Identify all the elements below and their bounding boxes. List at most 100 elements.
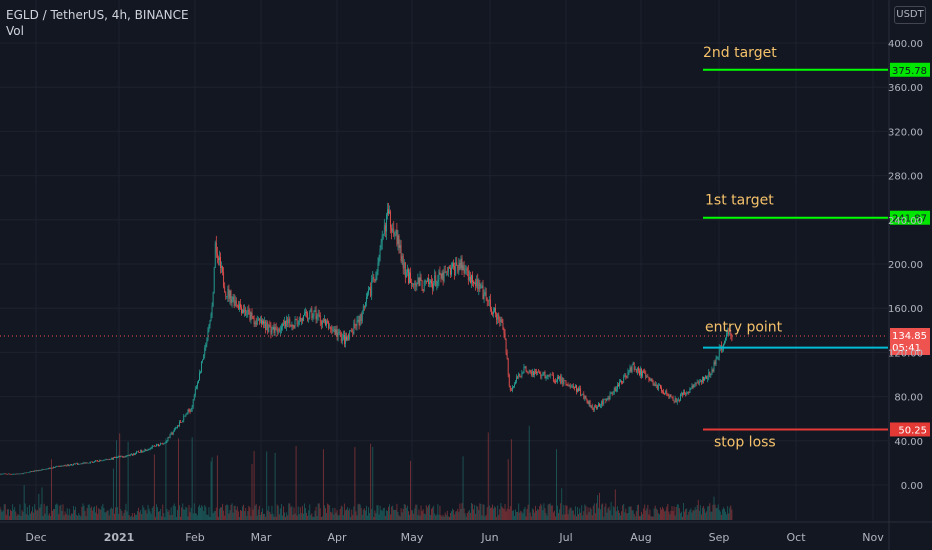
candle-body: [168, 436, 170, 438]
volume-bar: [251, 464, 253, 520]
candle-body: [415, 283, 417, 287]
candle-body: [106, 459, 108, 460]
volume-bar: [203, 511, 205, 520]
volume-bar: [94, 506, 95, 520]
candle-body: [43, 469, 45, 470]
volume-bar: [193, 503, 195, 520]
volume-bar: [10, 509, 11, 520]
volume-bar: [714, 504, 716, 520]
candle-body: [477, 279, 479, 290]
candle-body: [542, 373, 544, 376]
volume-bar: [606, 512, 608, 520]
volume-bar: [164, 516, 166, 520]
candle-body: [231, 299, 233, 303]
candle-body: [164, 442, 166, 444]
price-levels: 2nd target 375.78 1st target 241.87 entry po…: [0, 45, 930, 450]
candle-body: [662, 390, 663, 392]
candle-body: [517, 376, 519, 378]
volume-bar: [612, 506, 614, 520]
currency-button[interactable]: USDT: [894, 6, 926, 24]
candle-body: [570, 386, 572, 388]
candle-body: [399, 245, 401, 249]
volume-bar: [374, 510, 376, 520]
volume-bar: [15, 511, 17, 520]
candle-body: [567, 384, 569, 386]
volume-bar: [278, 514, 280, 520]
candle-body: [689, 388, 691, 394]
volume-bar: [214, 511, 216, 520]
candle-body: [94, 461, 95, 463]
candle-body: [31, 471, 32, 473]
candle-body: [15, 473, 17, 475]
candle-body: [158, 444, 159, 447]
volume-bar: [620, 515, 621, 520]
candle-body: [587, 401, 589, 404]
candle-body: [218, 258, 219, 261]
symbol-title[interactable]: EGLD / TetherUS, 4h, BINANCE: [6, 8, 189, 22]
volume-bar: [253, 450, 255, 520]
volume-bar: [232, 512, 234, 520]
candle-body: [597, 406, 598, 409]
volume-bar: [506, 508, 508, 520]
volume-bar: [152, 506, 154, 520]
candle-body: [237, 305, 239, 310]
candle-body: [609, 393, 611, 399]
candles: [0, 202, 733, 475]
volume-bar: [34, 504, 36, 520]
candle-body: [376, 272, 378, 277]
volume-bar: [96, 505, 98, 520]
candle-body: [461, 258, 463, 271]
candle-body: [548, 374, 550, 376]
candle-body: [380, 242, 382, 249]
volume-bar: [483, 504, 485, 520]
volume-bar: [698, 510, 700, 520]
candle-body: [344, 334, 345, 344]
volume-bar: [608, 506, 610, 520]
candle-body: [409, 272, 410, 283]
candle-body: [641, 369, 642, 377]
volume-bar: [119, 433, 121, 520]
volume-bar: [83, 505, 85, 520]
candle-body: [10, 473, 11, 475]
volume-bar: [301, 505, 303, 520]
candle-body: [673, 400, 675, 402]
candle-body: [207, 330, 209, 341]
candle-body: [592, 408, 594, 411]
candle-body: [192, 399, 194, 407]
volume-bar: [446, 510, 448, 520]
volume-bar: [161, 516, 163, 520]
candle-body: [310, 309, 312, 312]
volume-bar: [636, 505, 638, 520]
volume-bar: [417, 515, 419, 520]
volume-bar: [719, 511, 721, 520]
volume-bar: [496, 516, 498, 520]
volume-bar: [647, 504, 649, 520]
candle-body: [141, 450, 143, 453]
volume-bar: [143, 507, 145, 520]
candle-body: [508, 374, 510, 387]
candle-body: [74, 463, 75, 465]
candle-body: [610, 392, 612, 394]
candle-body: [666, 391, 668, 394]
candle-body: [646, 376, 648, 378]
candle-body: [203, 355, 205, 360]
candle-body: [709, 372, 711, 375]
volume-bar: [486, 507, 488, 520]
volume-label[interactable]: Vol: [6, 24, 24, 38]
volume-bar: [55, 504, 57, 520]
candle-body: [45, 468, 47, 470]
candle-body: [276, 329, 278, 333]
volume-bar: [493, 508, 494, 520]
candle-body: [190, 409, 192, 412]
volume-bar: [362, 509, 364, 520]
volume-bar: [691, 512, 693, 520]
candle-body: [20, 473, 22, 475]
candle-body: [263, 320, 264, 324]
candle-body: [320, 320, 322, 325]
candle-body: [693, 384, 695, 388]
candle-body: [46, 468, 48, 470]
candle-body: [111, 458, 113, 460]
volume-bar: [262, 508, 263, 520]
volume-bar: [263, 514, 264, 520]
